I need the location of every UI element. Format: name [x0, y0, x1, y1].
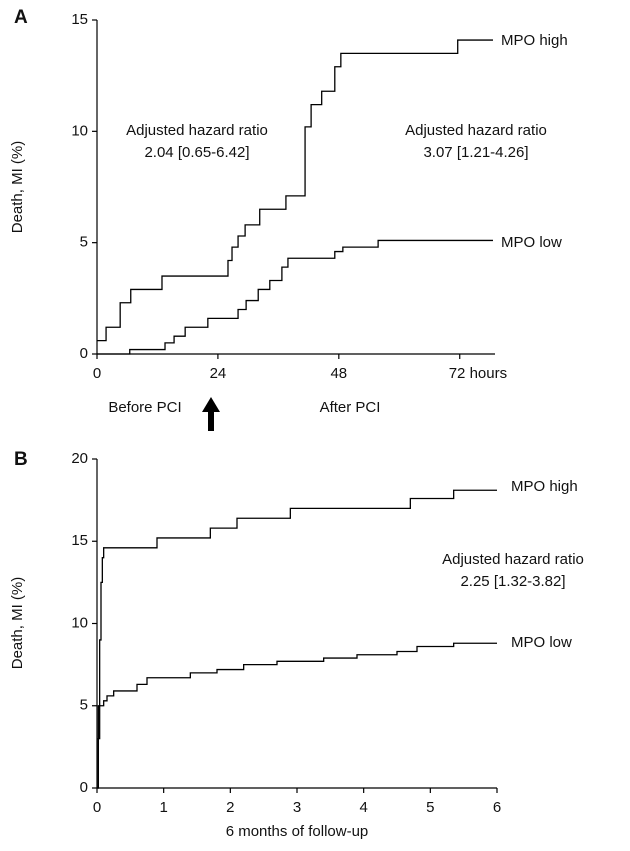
y-tick-label: 5 [80, 234, 88, 251]
series-label: MPO high [511, 478, 578, 495]
series-label: MPO high [501, 32, 568, 49]
y-axis-label: Death, MI (%) [9, 577, 26, 670]
x-tick-label: 0 [93, 799, 101, 816]
y-axis-label: Death, MI (%) [9, 141, 26, 234]
step-line [97, 39, 493, 342]
panel-label: B [14, 449, 28, 470]
y-tick-label: 5 [80, 697, 88, 714]
panel-label: A [14, 7, 28, 28]
y-tick-label: 15 [71, 532, 88, 549]
x-tick-label: 0 [93, 365, 101, 382]
series-label: MPO low [511, 634, 572, 651]
series-label: MPO low [501, 234, 562, 251]
y-tick-label: 15 [71, 11, 88, 28]
y-tick-label: 20 [71, 450, 88, 467]
step-line [97, 489, 497, 789]
annotation: 3.07 [1.21-4.26] [423, 144, 528, 161]
x-tick-label: 48 [330, 365, 347, 382]
annotation: After PCI [320, 399, 381, 416]
step-line [97, 642, 497, 789]
x-axis-label: 6 months of follow-up [226, 823, 369, 840]
x-tick-label: 4 [359, 799, 367, 816]
y-tick-label: 10 [71, 122, 88, 139]
pci-arrow [202, 397, 220, 431]
x-tick-label: 6 [493, 799, 501, 816]
x-tick-label: 3 [293, 799, 301, 816]
annotation: Adjusted hazard ratio [126, 122, 268, 139]
x-tick-label: 2 [226, 799, 234, 816]
annotation: 2.04 [0.65-6.42] [144, 144, 249, 161]
step-line [97, 239, 493, 355]
annotation: Before PCI [108, 399, 181, 416]
x-tick-label: 72 hours [449, 365, 507, 382]
annotation: Adjusted hazard ratio [442, 551, 584, 568]
x-tick-label: 1 [159, 799, 167, 816]
y-tick-label: 0 [80, 345, 88, 362]
annotation: Adjusted hazard ratio [405, 122, 547, 139]
annotation: 2.25 [1.32-3.82] [460, 573, 565, 590]
y-tick-label: 0 [80, 779, 88, 796]
y-tick-label: 10 [71, 614, 88, 631]
x-tick-label: 24 [210, 365, 227, 382]
x-tick-label: 5 [426, 799, 434, 816]
